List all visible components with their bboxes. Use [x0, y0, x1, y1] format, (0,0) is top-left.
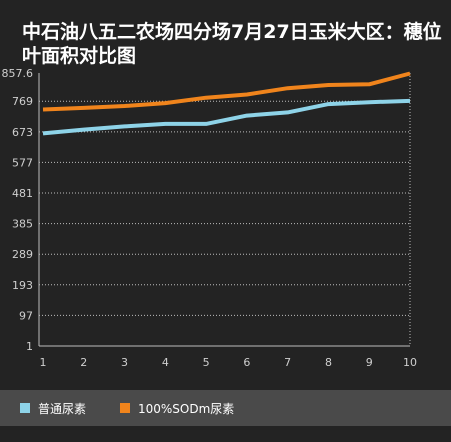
legend-label: 100%SODm尿素 — [138, 401, 235, 416]
chart-title: 中石油八五二农场四分场7月27日玉米大区：穗位叶面积对比图 — [22, 21, 442, 67]
y-tick-label: 857.6 — [2, 67, 34, 80]
x-axis-ticks: 1 2 3 4 5 6 7 8 9 10 — [40, 356, 418, 369]
x-tick-label: 8 — [325, 356, 332, 369]
legend-item-series-2[interactable]: 100%SODm尿素 — [120, 390, 234, 426]
y-tick-label: 289 — [12, 248, 33, 261]
x-tick-label: 3 — [121, 356, 128, 369]
y-tick-label: 769 — [12, 95, 33, 108]
legend-label: 普通尿素 — [38, 401, 87, 416]
x-tick-label: 6 — [243, 356, 250, 369]
y-tick-label: 97 — [19, 309, 33, 322]
x-tick-label: 9 — [366, 356, 373, 369]
gridlines — [39, 100, 410, 316]
y-tick-label: 1 — [26, 340, 33, 353]
axes — [38, 73, 411, 347]
y-tick-label: 577 — [12, 156, 33, 169]
x-tick-label: 7 — [284, 356, 291, 369]
legend-item-series-1[interactable]: 普通尿素 — [20, 390, 86, 426]
y-tick-label: 481 — [12, 187, 33, 200]
series-line-2 — [42, 71, 411, 112]
x-tick-label: 1 — [40, 356, 47, 369]
y-tick-label: 673 — [12, 126, 33, 139]
legend-swatch — [20, 403, 30, 413]
y-axis-ticks: 857.6 769 673 577 481 385 289 193 97 1 — [2, 67, 34, 353]
legend: 普通尿素 100%SODm尿素 — [0, 390, 451, 426]
legend-swatch — [120, 403, 130, 413]
series-lines — [42, 71, 411, 136]
x-tick-label: 5 — [203, 356, 210, 369]
y-tick-label: 385 — [12, 218, 33, 231]
series-line-1 — [42, 98, 411, 136]
x-tick-label: 4 — [162, 356, 169, 369]
x-tick-label: 10 — [403, 356, 417, 369]
x-tick-label: 2 — [80, 356, 87, 369]
y-tick-label: 193 — [12, 279, 33, 292]
